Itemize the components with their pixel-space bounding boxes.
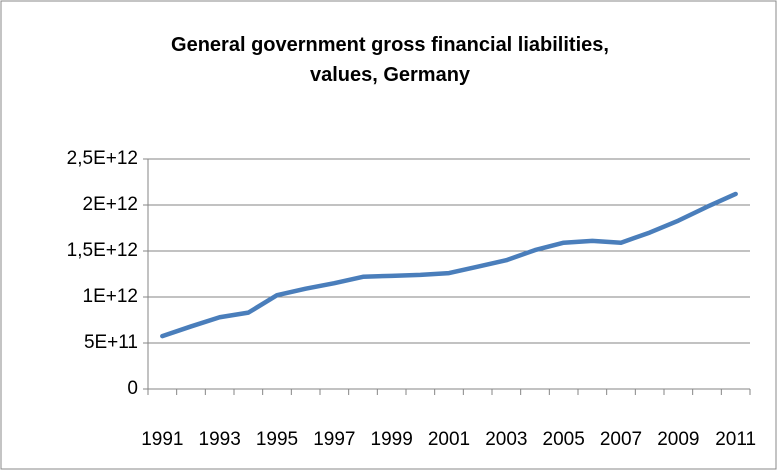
- y-tick-label: 2,5E+12: [67, 148, 138, 169]
- x-tick-label: 1991: [141, 429, 183, 450]
- y-tick-label: 5E+11: [84, 332, 138, 353]
- y-tick-label: 1,5E+12: [67, 240, 138, 261]
- x-tick-label: 1997: [313, 429, 355, 450]
- chart-title: General government gross financial liabi…: [171, 34, 609, 86]
- x-tick-label: 2005: [543, 429, 585, 450]
- data-line: [160, 191, 738, 339]
- x-tick-label: 1999: [371, 429, 413, 450]
- x-tick-label: 2003: [485, 429, 527, 450]
- x-tick-label: 2011: [715, 429, 756, 450]
- y-tick-label: 2E+12: [83, 194, 138, 215]
- y-tick-label: 1E+12: [83, 286, 138, 307]
- x-tick-label: 2007: [600, 429, 642, 450]
- x-tick-label: 1993: [199, 429, 241, 450]
- x-tick-label: 2009: [657, 429, 699, 450]
- y-tick-label: 0: [127, 378, 138, 399]
- x-tick-label: 2001: [428, 429, 470, 450]
- x-tick-label: 1995: [256, 429, 298, 450]
